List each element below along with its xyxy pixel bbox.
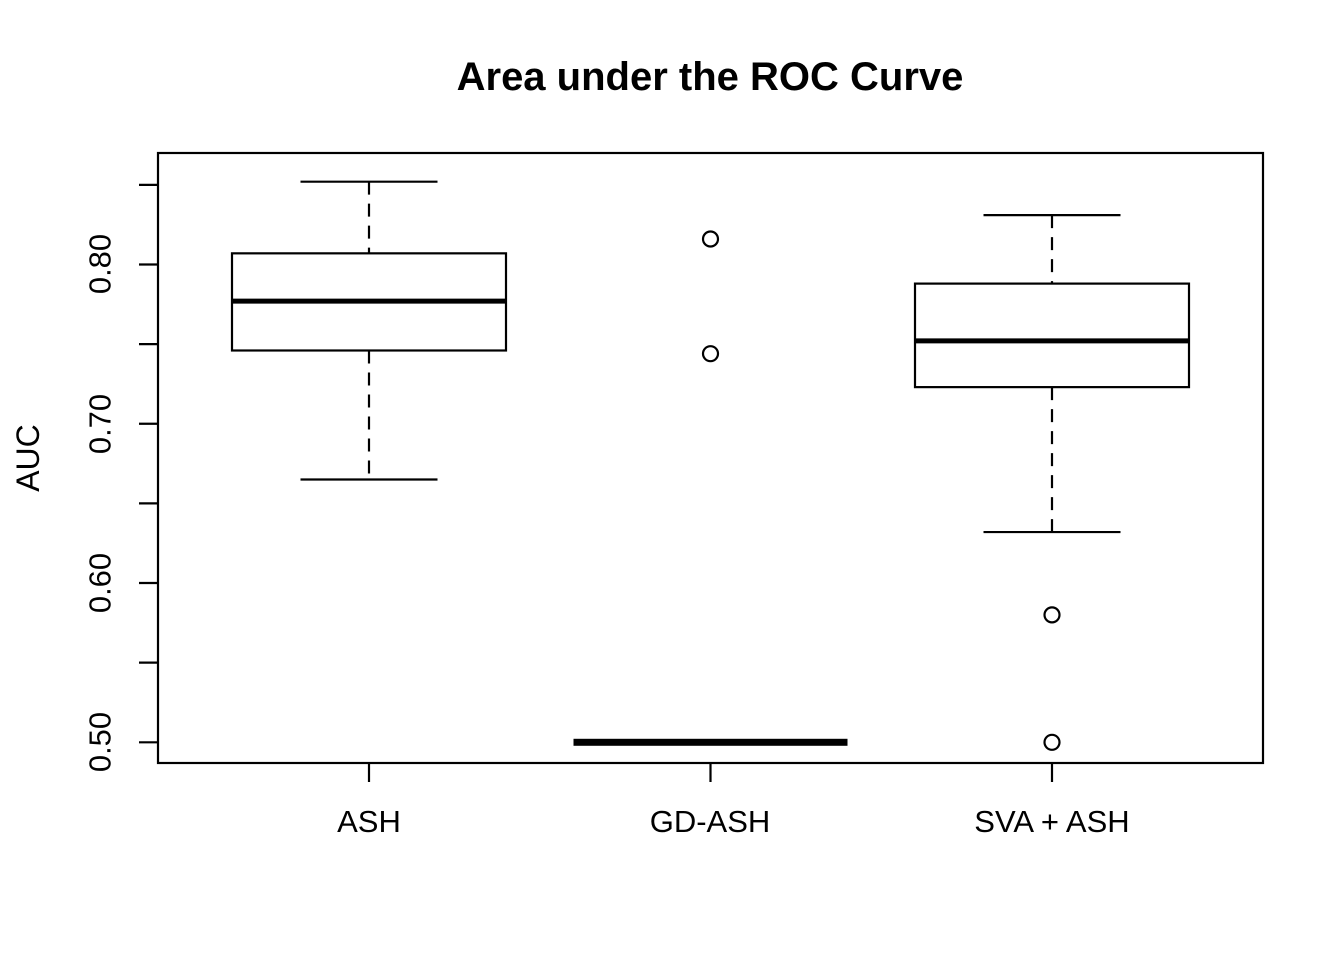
y-tick-label: 0.80 — [83, 234, 118, 294]
iqr-box — [913, 282, 1191, 389]
outlier-point — [1043, 733, 1061, 751]
y-tick-label: 0.50 — [83, 712, 118, 772]
y-axis-label: AUC — [10, 424, 46, 492]
x-tick-label-ash: ASH — [337, 804, 401, 839]
outlier-point — [701, 345, 720, 363]
boxplot-ash — [230, 180, 508, 481]
y-tick-label: 0.60 — [83, 553, 118, 613]
x-tick-label-sva-ash: SVA + ASH — [974, 804, 1129, 839]
plot-border — [156, 151, 1265, 765]
outlier-point — [1043, 606, 1061, 624]
plot-geometry — [139, 151, 1265, 782]
outlier-point — [701, 230, 720, 248]
y-tick-label: 0.70 — [83, 394, 118, 454]
chart-title: Area under the ROC Curve — [457, 55, 964, 99]
boxplot-sva-ash — [913, 214, 1191, 751]
x-tick-label-gd-ash: GD-ASH — [650, 804, 771, 839]
collapsed-box-median — [573, 738, 848, 746]
boxplot-gd-ash — [573, 230, 848, 746]
